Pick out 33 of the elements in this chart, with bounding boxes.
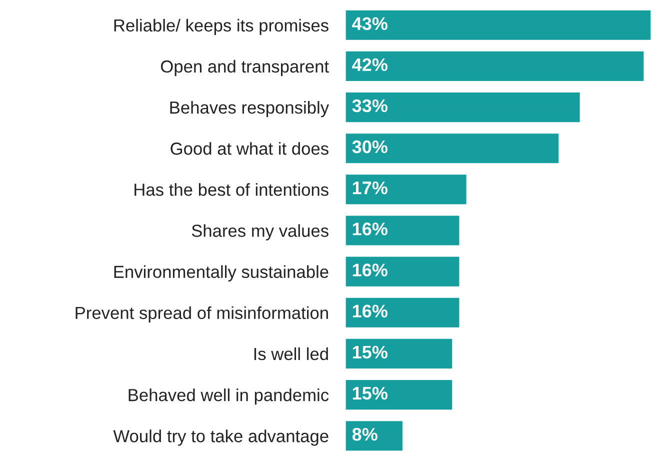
bar — [346, 338, 452, 368]
bar — [346, 92, 580, 122]
y-tick-label: Would try to take advantage — [113, 430, 328, 446]
data-label: 8% — [352, 428, 378, 441]
y-tick-label: Is well led — [254, 347, 328, 360]
bar — [346, 134, 559, 164]
y-tick-label: Reliable/ keeps its promises — [114, 18, 328, 36]
bar — [346, 421, 402, 451]
data-label: 16% — [352, 222, 388, 236]
bar — [346, 10, 651, 40]
data-label: 33% — [352, 99, 388, 112]
data-label: 30% — [352, 140, 388, 154]
data-label: 16% — [352, 304, 388, 318]
bar — [346, 380, 452, 410]
bar — [346, 298, 460, 328]
data-label: 42% — [352, 58, 388, 72]
y-tick-label: Open and transparent — [160, 60, 329, 76]
y-tick-label: Has the best of intentions — [134, 183, 328, 196]
y-tick-label: Environmentally sustainable — [114, 265, 328, 282]
data-label: 16% — [352, 264, 388, 276]
data-label: 15% — [352, 346, 388, 359]
bar — [346, 256, 460, 286]
bar — [346, 174, 466, 204]
y-tick-label: Behaves responsibly — [170, 100, 330, 118]
data-label: 43% — [352, 17, 388, 30]
y-tick-label: Behaved well in pandemic — [128, 388, 329, 405]
bar — [346, 216, 460, 246]
y-tick-label: Good at what it does — [170, 142, 328, 155]
data-label: 17% — [352, 182, 388, 194]
bar — [346, 51, 644, 81]
y-tick-label: Shares my values — [192, 224, 328, 240]
data-label: 15% — [352, 386, 388, 400]
y-tick-label: Prevent spread of misinformation — [76, 306, 328, 323]
